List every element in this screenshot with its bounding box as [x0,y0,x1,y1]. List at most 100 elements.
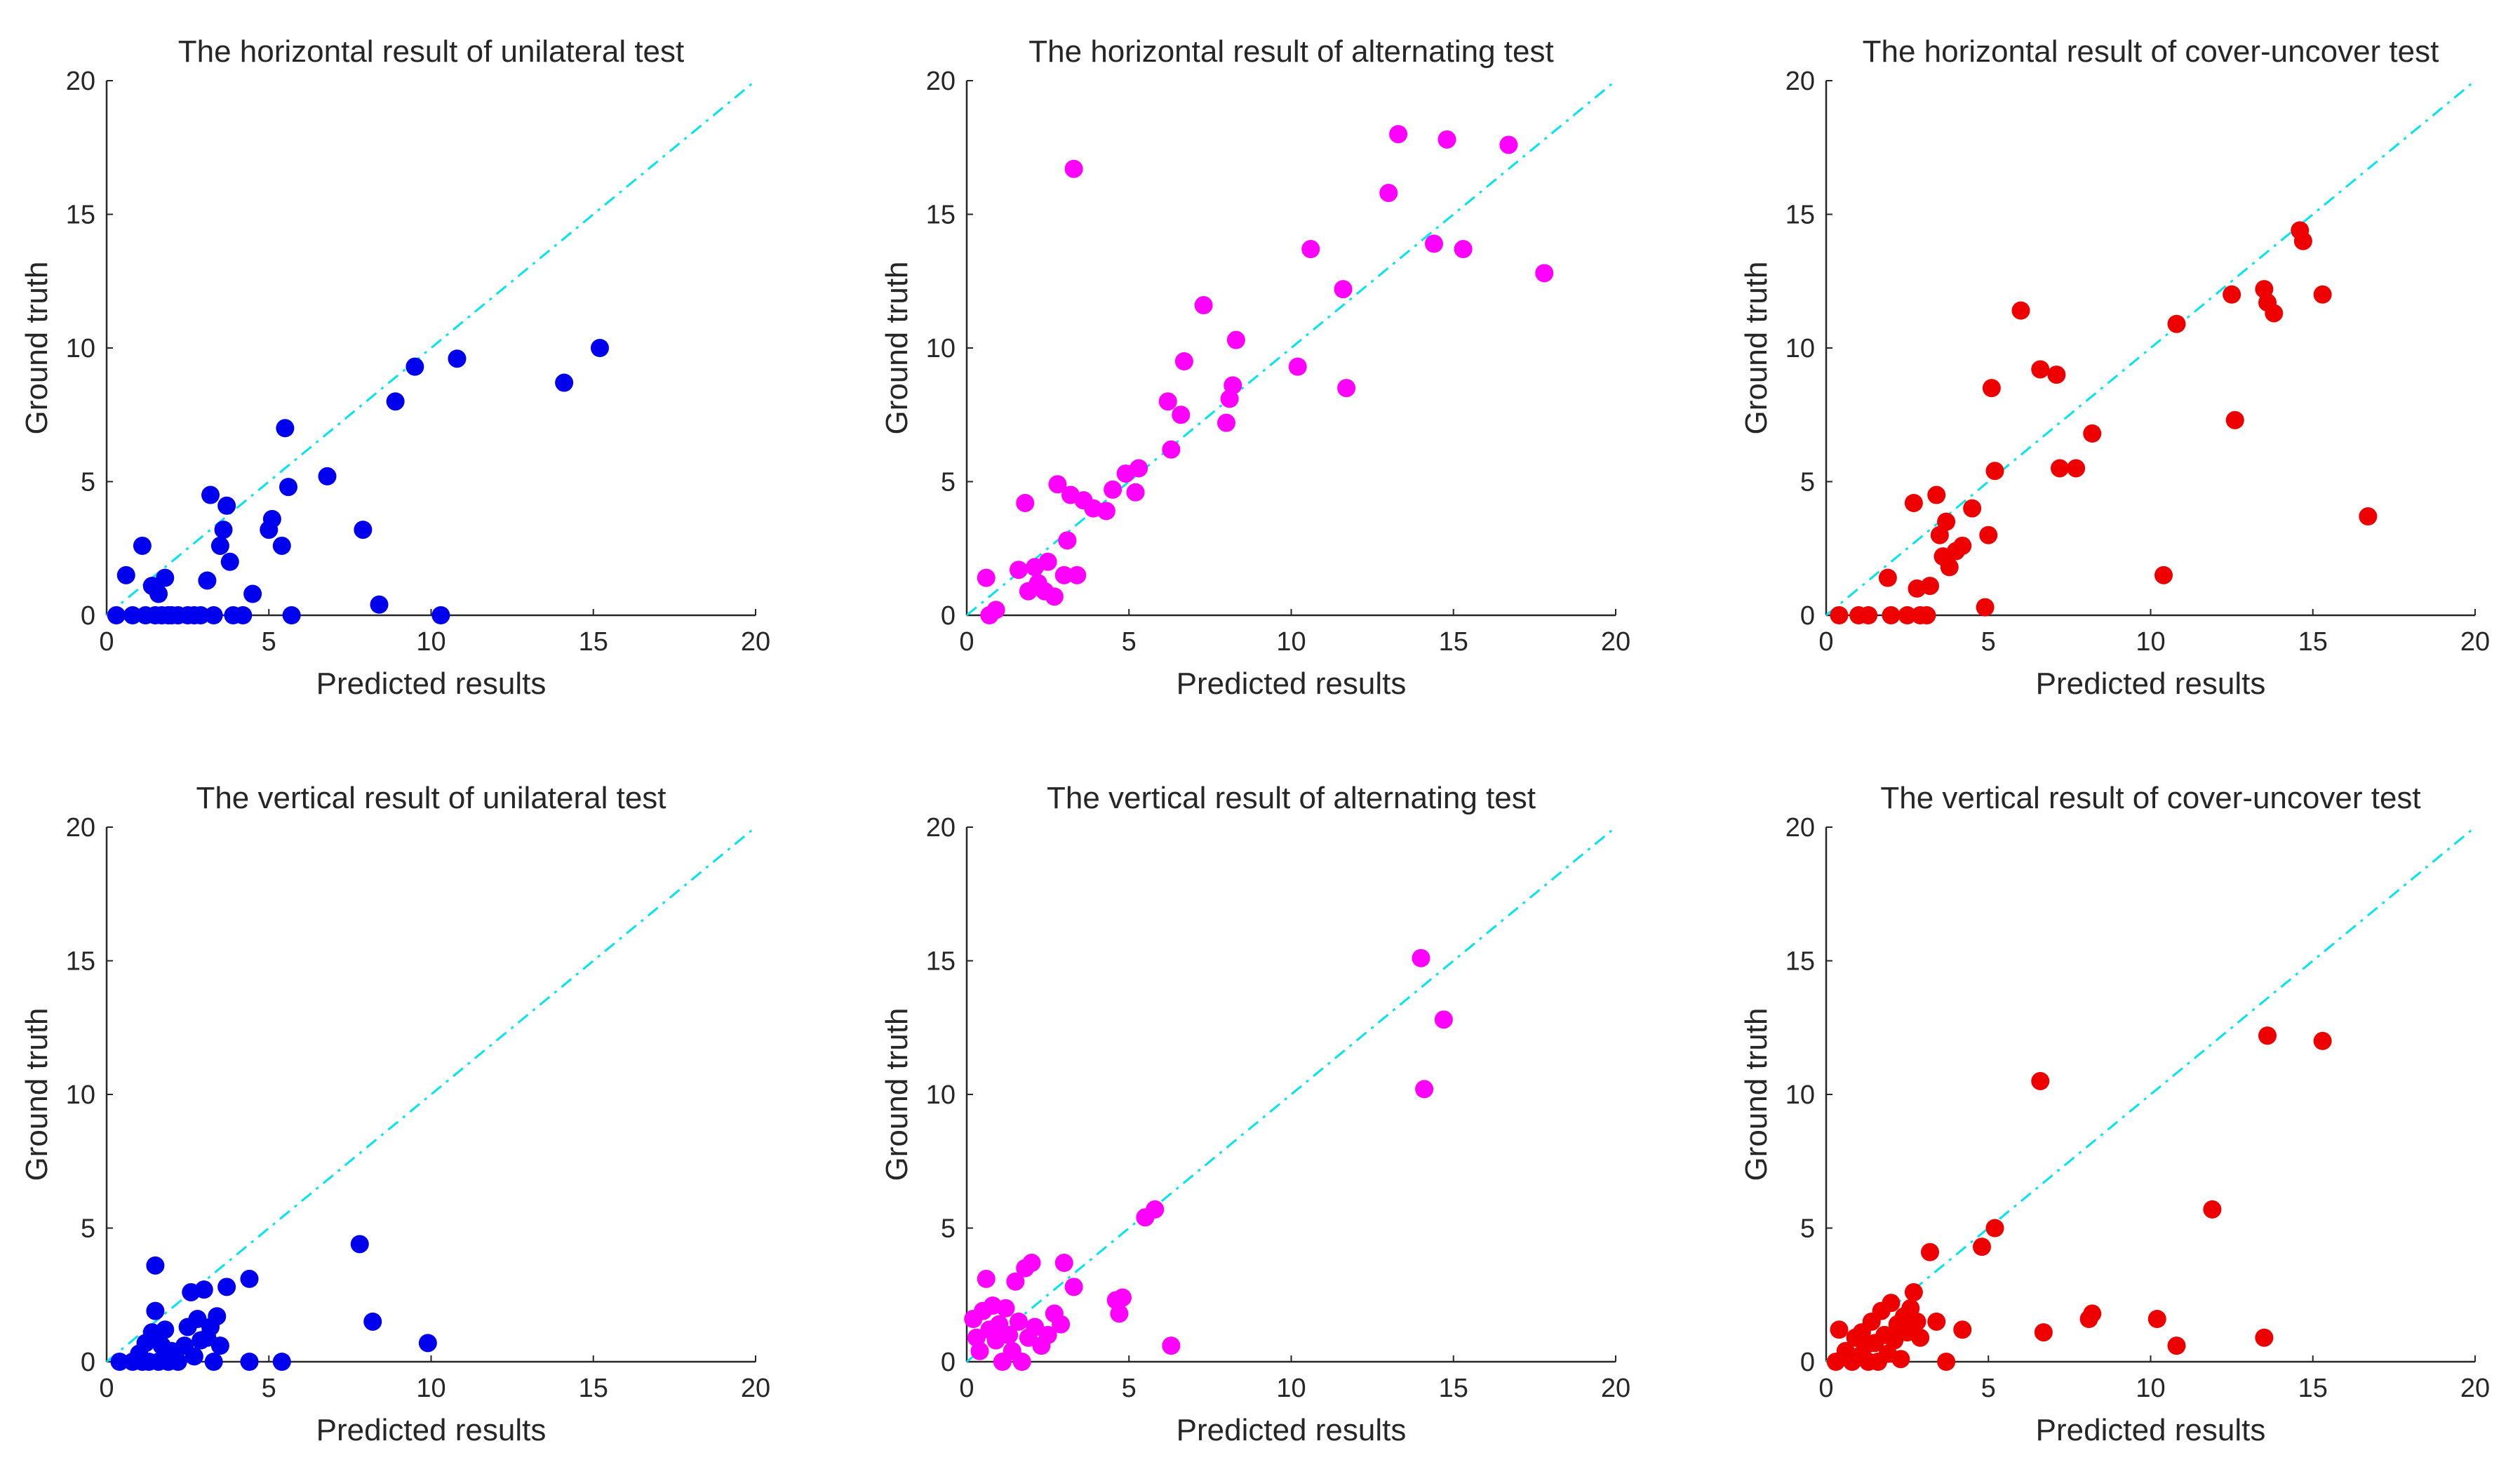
y-axis-label: Ground truth [880,1007,914,1181]
data-point [2359,507,2378,526]
x-tick-label: 0 [1818,1374,1833,1403]
data-point [2067,459,2086,478]
y-tick-label: 0 [81,1348,95,1377]
data-point [2167,314,2186,333]
data-point [243,584,262,603]
data-point [1045,587,1064,606]
data-point [977,568,996,587]
data-point [2147,1310,2166,1329]
data-point [1226,330,1245,349]
identity-reference-line [966,826,1616,1363]
data-point [123,606,142,624]
chart-title: The horizontal result of alternating tes… [1028,34,1553,69]
y-tick-label: 15 [926,947,956,977]
data-point [1985,462,2004,481]
data-point [240,1269,259,1288]
y-tick-label: 0 [81,601,95,631]
x-axis-label: Predicted results [2036,1413,2266,1447]
y-axis-label: Ground truth [880,261,914,434]
data-point [1052,1315,1071,1334]
data-point [1499,135,1518,154]
data-point [1038,1325,1057,1344]
data-point [1000,1325,1019,1344]
data-point [2255,1328,2274,1347]
y-axis-label: Ground truth [20,261,54,434]
data-point [220,552,239,571]
x-tick-label: 10 [416,1374,445,1403]
x-tick-label: 5 [262,627,276,657]
y-tick-label: 5 [941,1214,956,1244]
y-tick-label: 10 [1785,334,1815,363]
y-tick-label: 10 [66,334,95,363]
y-tick-label: 10 [926,334,956,363]
y-tick-label: 15 [926,201,956,230]
data-point [1334,280,1353,299]
data-point [1379,184,1398,203]
data-point [2313,1031,2332,1050]
data-point [204,1353,223,1371]
data-point [1389,125,1408,144]
x-tick-label: 20 [741,1374,770,1403]
y-tick-label: 10 [66,1080,95,1110]
data-point [1859,606,1878,624]
data-point [2223,285,2241,304]
y-tick-label: 0 [1800,601,1815,631]
data-point [1064,1278,1083,1296]
data-point [1882,1294,1901,1313]
data-point [1917,606,1936,624]
data-point [262,509,281,528]
data-point [2034,1323,2053,1342]
scatter-panel-1: 00 5 5 10 10 15 15 20 20 The horizontal result of… [20,34,770,701]
x-tick-label: 5 [1122,1374,1137,1403]
data-point [1194,296,1213,315]
x-tick-label: 15 [1439,1374,1468,1403]
data-point [1953,536,1972,555]
data-point [1113,1288,1132,1307]
data-point [1110,1304,1129,1323]
data-point [1927,1312,1946,1331]
x-axis-label: Predicted results [2036,666,2266,701]
data-point [1973,1238,1991,1256]
chart-title: The vertical result of cover-uncover tes… [1880,781,2420,815]
data-point [1058,531,1077,550]
data-point [977,1269,996,1288]
data-point [1337,379,1356,398]
x-tick-label: 20 [1601,627,1630,657]
data-point [591,339,609,357]
x-tick-label: 20 [2460,627,2490,657]
data-point [1288,357,1307,376]
data-point [1985,1219,2004,1238]
data-point [1174,352,1193,371]
data-point [1010,561,1028,579]
data-point [133,536,152,555]
y-tick-label: 15 [66,201,95,230]
data-point [1097,502,1115,521]
data-point [1963,499,1982,518]
data-point [406,357,424,376]
data-point [1437,130,1456,149]
data-point [1048,475,1067,494]
scatter-panel-4: 00 5 5 10 10 15 15 20 20 The vertical result of u… [20,781,770,1447]
x-tick-label: 0 [99,1374,114,1403]
data-point [996,1299,1015,1318]
data-point [1979,525,1998,544]
y-tick-label: 0 [941,1348,956,1377]
data-point [2225,410,2244,429]
data-point [2167,1336,2186,1355]
data-point [2031,1071,2050,1090]
data-point [1425,234,1443,253]
data-point [1412,949,1430,967]
data-point [1898,606,1917,624]
data-point [1162,1336,1181,1355]
x-axis-label: Predicted results [316,666,547,701]
data-point [276,419,295,438]
y-tick-label: 20 [926,813,956,843]
scatter-panel-5: 00 5 5 10 10 15 15 20 20 The vertical result of a… [880,781,1630,1447]
y-tick-label: 20 [66,67,95,96]
data-point [431,606,450,624]
x-tick-label: 20 [741,627,770,657]
data-point [386,392,405,411]
x-tick-label: 10 [2136,1374,2165,1403]
data-point [2051,459,2069,478]
data-point [1904,1282,1923,1301]
